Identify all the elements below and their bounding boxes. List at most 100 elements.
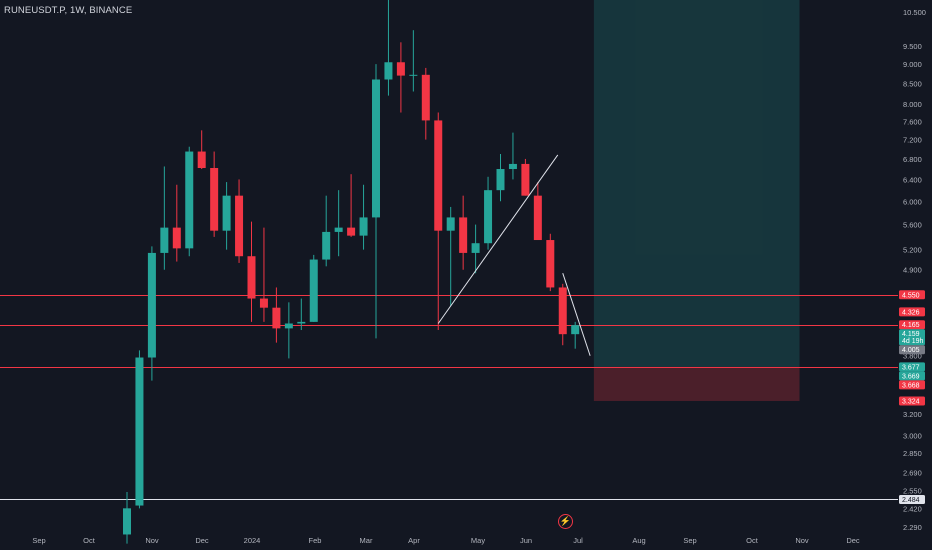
price-tag-label: 4.326 bbox=[902, 309, 920, 316]
target-zone bbox=[593, 0, 800, 367]
x-tick-label: Jun bbox=[520, 536, 532, 545]
x-tick-label: Aug bbox=[632, 536, 645, 545]
y-tick-label: 3.200 bbox=[903, 410, 922, 419]
x-tick-label: Sep bbox=[32, 536, 45, 545]
candle-body bbox=[409, 74, 418, 76]
candle-body bbox=[396, 62, 405, 76]
candle-body bbox=[484, 190, 493, 244]
x-tick-label: Dec bbox=[195, 536, 209, 545]
price-tag bbox=[899, 396, 925, 406]
candle-body bbox=[235, 195, 244, 257]
price-tag bbox=[899, 307, 925, 317]
candle-body bbox=[446, 217, 455, 231]
x-tick-label: 2024 bbox=[244, 536, 261, 545]
x-tick-label: May bbox=[471, 536, 485, 545]
price-tag-label: 4.159 bbox=[902, 331, 920, 338]
candle-body bbox=[297, 321, 306, 324]
candle-body bbox=[135, 357, 144, 506]
symbol-title: RUNEUSDT.P, 1W, BINANCE bbox=[4, 5, 133, 16]
x-tick-label: Jul bbox=[573, 536, 583, 545]
y-tick-label: 6.400 bbox=[903, 175, 922, 184]
y-tick-label: 2.550 bbox=[903, 487, 922, 496]
candle-body bbox=[359, 217, 368, 236]
candle-body bbox=[123, 508, 131, 535]
y-tick-label: 6.000 bbox=[903, 197, 922, 206]
x-tick-label: Nov bbox=[795, 536, 809, 545]
candle-body bbox=[421, 74, 430, 121]
price-tag-label: 4.005 bbox=[902, 347, 920, 354]
y-tick-label: 2.690 bbox=[903, 469, 922, 478]
candle-body bbox=[160, 227, 169, 253]
x-tick-label: Oct bbox=[83, 536, 96, 545]
price-tag-label: 4.550 bbox=[902, 292, 920, 299]
y-tick-label: 8.500 bbox=[903, 79, 922, 88]
y-tick-label: 7.600 bbox=[903, 117, 922, 126]
trend-line bbox=[437, 154, 559, 324]
candle-body bbox=[546, 240, 555, 288]
y-tick-label: 6.800 bbox=[903, 155, 922, 164]
candle-body bbox=[172, 227, 181, 249]
candle-body bbox=[334, 227, 343, 232]
price-tag bbox=[899, 362, 925, 372]
x-tick-label: Nov bbox=[145, 536, 159, 545]
price-tag bbox=[899, 371, 925, 381]
candle-body bbox=[533, 195, 542, 241]
y-tick-label: 5.200 bbox=[903, 246, 922, 255]
candle-body bbox=[309, 259, 318, 322]
stop-zone bbox=[593, 366, 800, 401]
y-tick-label: 8.000 bbox=[903, 100, 922, 109]
candle-body bbox=[185, 151, 194, 249]
y-tick-label: 3.000 bbox=[903, 432, 922, 441]
x-tick-label: Sep bbox=[683, 536, 696, 545]
x-tick-label: Apr bbox=[408, 536, 420, 545]
lightning-bolt-icon[interactable]: ⚡ bbox=[558, 514, 573, 529]
candle-body bbox=[197, 151, 206, 168]
candle-body bbox=[222, 195, 231, 231]
price-tag-label: 3.669 bbox=[902, 373, 920, 380]
price-tag bbox=[899, 380, 925, 390]
candle-body bbox=[247, 256, 256, 299]
price-tag-label: 4.165 bbox=[902, 322, 920, 329]
candle-body bbox=[496, 169, 505, 191]
price-tag-label: 2.484 bbox=[902, 497, 920, 504]
price-tag-label: 3.677 bbox=[902, 364, 920, 371]
candle-body bbox=[521, 163, 530, 196]
price-tag bbox=[899, 345, 925, 355]
x-tick-label: Dec bbox=[846, 536, 860, 545]
y-tick-label: 3.800 bbox=[903, 352, 922, 361]
candle-body bbox=[210, 167, 219, 231]
candle-body bbox=[459, 217, 468, 253]
candle-body bbox=[272, 307, 281, 329]
candle-body bbox=[434, 120, 443, 231]
candle-body bbox=[384, 62, 393, 80]
price-tag bbox=[899, 494, 925, 504]
price-tag bbox=[899, 329, 925, 346]
y-tick-label: 7.200 bbox=[903, 136, 922, 145]
candle-body bbox=[347, 227, 356, 236]
y-tick-label: 9.500 bbox=[903, 42, 922, 51]
candle-body bbox=[259, 298, 268, 308]
y-tick-label: 2.290 bbox=[903, 523, 922, 532]
y-tick-label: 4.900 bbox=[903, 266, 922, 275]
candle-body bbox=[322, 231, 331, 260]
candle-body bbox=[508, 163, 517, 170]
price-axis bbox=[898, 0, 932, 550]
price-tag-countdown: 4d 19h bbox=[902, 338, 924, 345]
candle-body bbox=[571, 325, 580, 335]
x-tick-label: Oct bbox=[746, 536, 759, 545]
candle-body bbox=[471, 243, 480, 253]
trend-line bbox=[562, 273, 591, 356]
candle-body bbox=[284, 323, 293, 329]
price-tag-label: 3.324 bbox=[902, 398, 920, 405]
y-tick-label: 10.500 bbox=[903, 8, 926, 17]
candle-body bbox=[558, 287, 567, 335]
y-tick-label: 5.600 bbox=[903, 221, 922, 230]
price-tag bbox=[899, 290, 925, 300]
y-tick-label: 2.850 bbox=[903, 449, 922, 458]
x-tick-label: Feb bbox=[309, 536, 322, 545]
price-tag bbox=[899, 320, 925, 330]
candle-body bbox=[147, 252, 156, 358]
y-tick-label: 9.000 bbox=[903, 60, 922, 69]
